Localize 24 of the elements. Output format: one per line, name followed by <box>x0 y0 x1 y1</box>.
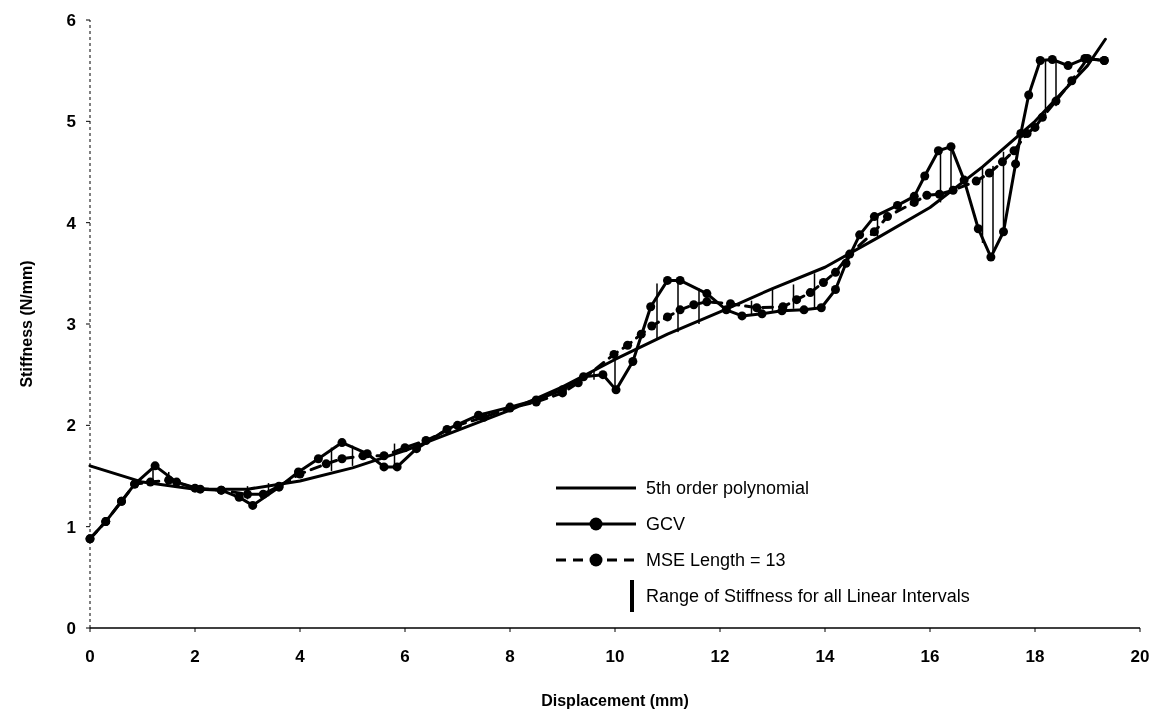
x-tick-label: 14 <box>815 647 835 666</box>
x-tick-label: 20 <box>1130 647 1150 666</box>
x-tick-label: 16 <box>920 647 940 666</box>
legend-label: Range of Stiffness for all Linear Intervals <box>646 586 970 607</box>
legend-label: GCV <box>646 514 686 535</box>
x-tick-label: 2 <box>190 647 200 666</box>
x-tick-label: 12 <box>710 647 730 666</box>
x-tick-label: 6 <box>400 647 410 666</box>
x-tick-label: 4 <box>295 647 306 666</box>
x-tick-label: 18 <box>1025 647 1045 666</box>
x-tick-label: 10 <box>605 647 625 666</box>
x-tick-label: 0 <box>85 647 95 666</box>
x-axis-title: Displacement (mm) <box>541 692 689 709</box>
y-tick-label: 0 <box>66 618 76 638</box>
y-axis-title: Stiffness (N/mm) <box>18 260 35 388</box>
y-tick-label: 5 <box>66 112 76 132</box>
y-tick-label: 6 <box>66 10 76 30</box>
y-tick-label: 3 <box>66 314 76 334</box>
y-tick-label: 4 <box>66 213 77 233</box>
x-tick-label: 8 <box>505 647 515 666</box>
y-tick-label: 1 <box>66 517 76 537</box>
y-tick-label: 2 <box>66 416 76 436</box>
legend-label: 5th order polynomial <box>646 478 810 499</box>
legend-label: MSE Length = 13 <box>646 550 786 571</box>
